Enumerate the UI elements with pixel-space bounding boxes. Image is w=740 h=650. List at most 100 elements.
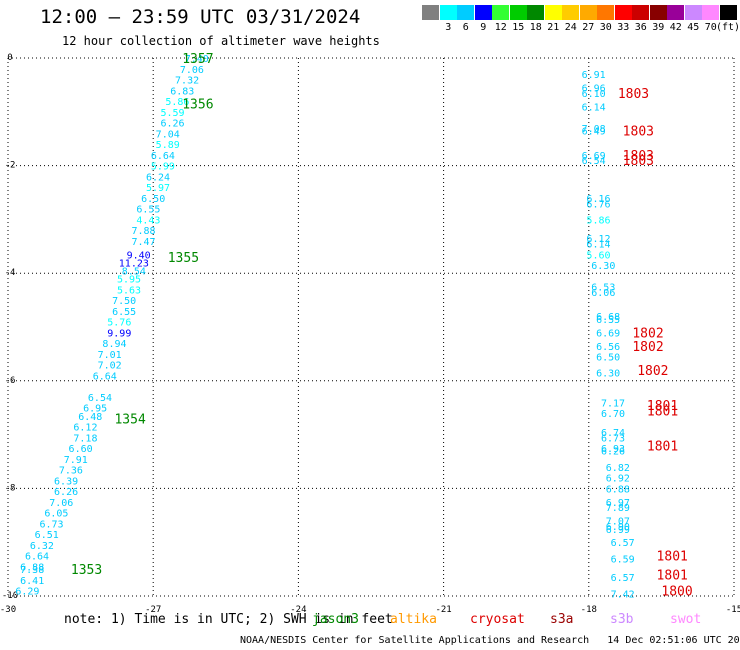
swh-value-label: 6.64 xyxy=(25,552,49,563)
swh-value-label: 9.99 xyxy=(107,328,131,339)
swh-value-label: 6.57 xyxy=(611,573,635,584)
swh-value-label: 7.89 xyxy=(606,503,630,514)
x-tick-label: -24 xyxy=(290,605,306,615)
swh-value-label: 6.55 xyxy=(112,307,136,318)
swh-value-label: 6.50 xyxy=(141,194,165,205)
pass-time-label: 1801 xyxy=(647,399,678,414)
legend-item-s3b: s3b xyxy=(610,612,634,627)
swh-value-label: 6.70 xyxy=(601,409,625,420)
scale-swatch xyxy=(649,5,667,20)
swh-value-label: 6.30 xyxy=(591,261,615,272)
scale-label: 30 xyxy=(599,22,612,33)
swh-value-label: 5.86 xyxy=(165,97,189,108)
swh-value-label: 5.99 xyxy=(151,162,175,173)
pass-time-label: 1801 xyxy=(647,404,678,419)
x-tick-label: -30 xyxy=(0,605,16,615)
scale-label: 18 xyxy=(529,22,542,33)
swh-value-label: 7.32 xyxy=(175,76,199,87)
swh-value-label: 6.97 xyxy=(606,498,630,509)
swh-value-label: 6.05 xyxy=(44,509,68,520)
scale-swatch xyxy=(457,5,474,20)
legend-item-jason3: jason3 xyxy=(312,612,359,627)
swh-value-label: 6.73 xyxy=(40,519,64,530)
swh-value-label: 6.57 xyxy=(611,538,635,549)
scale-label: 3 xyxy=(445,22,452,33)
swh-value-label: 7.91 xyxy=(64,455,88,466)
swh-value-label: 6.68 xyxy=(596,312,620,323)
pass-time-label: 1803 xyxy=(623,125,654,140)
swh-value-label: 6.16 xyxy=(586,194,610,205)
swh-value-label: 6.32 xyxy=(30,541,54,552)
scale-swatch xyxy=(579,5,597,20)
pass-time-label: 1803 xyxy=(623,149,654,164)
swh-value-label: 7.06 xyxy=(49,498,73,509)
scale-swatch xyxy=(597,5,614,20)
scale-swatch xyxy=(667,5,684,20)
scale-label: 36 xyxy=(634,22,647,33)
pass-time-label: 1801 xyxy=(657,550,688,565)
swh-value-label: 7.18 xyxy=(73,433,97,444)
swh-value-label: 7.42 xyxy=(611,589,635,600)
swh-value-label: 6.50 xyxy=(596,353,620,364)
swh-value-label: 6.96 xyxy=(582,84,606,95)
scale-label: 6 xyxy=(462,22,469,33)
swh-value-label: 6.69 xyxy=(582,151,606,162)
scale-label: 33 xyxy=(617,22,630,33)
swh-value-label: 7.02 xyxy=(98,361,122,372)
swh-value-label: 5.89 xyxy=(156,140,180,151)
swh-value-label: 6.29 xyxy=(15,587,39,598)
scale-swatch xyxy=(474,5,492,20)
swh-value-label: 6.95 xyxy=(83,404,107,415)
x-tick-label: -27 xyxy=(145,605,161,615)
swh-value-label: 6.59 xyxy=(611,554,635,565)
swh-value-label: 9.40 xyxy=(127,250,151,261)
scale-swatch xyxy=(702,5,719,20)
swh-value-label: 5.59 xyxy=(161,108,185,119)
scale-label: 70 xyxy=(704,22,717,33)
swh-value-label: 6.91 xyxy=(582,70,606,81)
legend-item-swot: swot xyxy=(670,612,702,627)
scale-label: 42 xyxy=(669,22,682,33)
credit-footer: NOAA/NESDIS Center for Satellite Applica… xyxy=(240,635,740,646)
pass-time-label: 1801 xyxy=(647,439,678,454)
swh-value-label: 7.36 xyxy=(59,466,83,477)
scale-swatch xyxy=(492,5,509,20)
swh-value-label: 6.39 xyxy=(54,476,78,487)
y-tick-label: -4 xyxy=(5,268,16,278)
swh-value-label: 6.10 xyxy=(582,89,606,100)
scale-label: 24 xyxy=(564,22,577,33)
swh-value-label: 6.26 xyxy=(161,119,185,130)
pass-time-label: 1802 xyxy=(637,364,668,379)
page-title: 12:00 – 23:59 UTC 03/31/2024 xyxy=(40,6,361,28)
swh-value-label: 6.82 xyxy=(606,463,630,474)
swh-value-label: 5.76 xyxy=(107,318,131,329)
swh-value-label: 6.64 xyxy=(93,371,117,382)
swh-value-label: 6.69 xyxy=(596,328,620,339)
swh-value-label: 6.60 xyxy=(69,444,93,455)
scale-swatch xyxy=(509,5,527,20)
swh-value-label: 11.23 xyxy=(119,258,149,269)
scale-label: 39 xyxy=(652,22,665,33)
scale-swatch xyxy=(439,5,457,20)
y-tick-label: -10 xyxy=(2,591,18,601)
swh-value-label: 5.63 xyxy=(117,285,141,296)
scale-swatch xyxy=(562,5,579,20)
swh-value-label: 6.90 xyxy=(606,522,630,533)
y-tick-label: -2 xyxy=(5,161,16,171)
pass-time-label: 1356 xyxy=(182,98,213,113)
scale-label: 12 xyxy=(494,22,507,33)
swh-value-label: 7.07 xyxy=(606,517,630,528)
swh-value-label: 7.40 xyxy=(185,54,209,65)
swh-value-label: 6.26 xyxy=(54,487,78,498)
swh-value-label: 6.55 xyxy=(136,205,160,216)
swh-value-label: 8.54 xyxy=(122,267,146,278)
pass-time-label: 1800 xyxy=(661,585,692,600)
swh-value-label: 6.14 xyxy=(586,240,610,251)
swh-value-label: 7.04 xyxy=(156,129,180,140)
pass-time-label: 1803 xyxy=(618,87,649,102)
swh-value-label: 6.93 xyxy=(601,444,625,455)
swh-value-label: 6.54 xyxy=(582,156,606,167)
pass-time-label: 1802 xyxy=(632,340,663,355)
scale-swatch xyxy=(719,5,737,20)
